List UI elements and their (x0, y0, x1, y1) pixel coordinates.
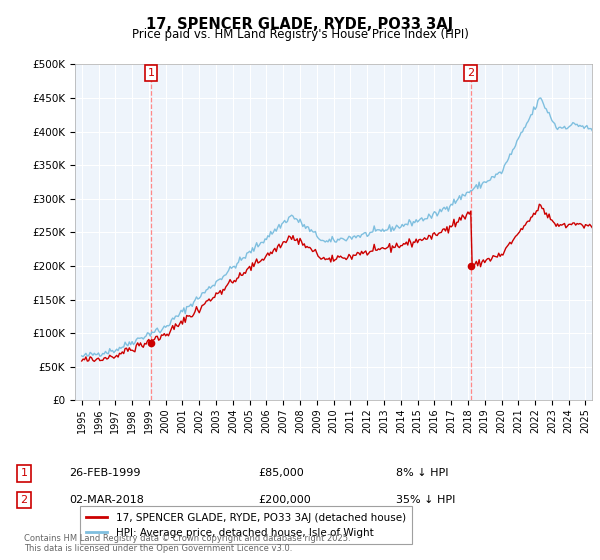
Text: 1: 1 (148, 68, 154, 78)
Text: 1: 1 (20, 468, 28, 478)
Text: 02-MAR-2018: 02-MAR-2018 (69, 495, 144, 505)
Text: Price paid vs. HM Land Registry's House Price Index (HPI): Price paid vs. HM Land Registry's House … (131, 28, 469, 41)
Text: 2: 2 (20, 495, 28, 505)
Text: Contains HM Land Registry data © Crown copyright and database right 2025.
This d: Contains HM Land Registry data © Crown c… (24, 534, 350, 553)
Text: 17, SPENCER GLADE, RYDE, PO33 3AJ: 17, SPENCER GLADE, RYDE, PO33 3AJ (146, 17, 454, 32)
Text: 35% ↓ HPI: 35% ↓ HPI (396, 495, 455, 505)
Text: 2: 2 (467, 68, 475, 78)
Text: 26-FEB-1999: 26-FEB-1999 (69, 468, 140, 478)
Text: £85,000: £85,000 (258, 468, 304, 478)
Legend: 17, SPENCER GLADE, RYDE, PO33 3AJ (detached house), HPI: Average price, detached: 17, SPENCER GLADE, RYDE, PO33 3AJ (detac… (80, 506, 412, 544)
Text: 8% ↓ HPI: 8% ↓ HPI (396, 468, 449, 478)
Text: £200,000: £200,000 (258, 495, 311, 505)
